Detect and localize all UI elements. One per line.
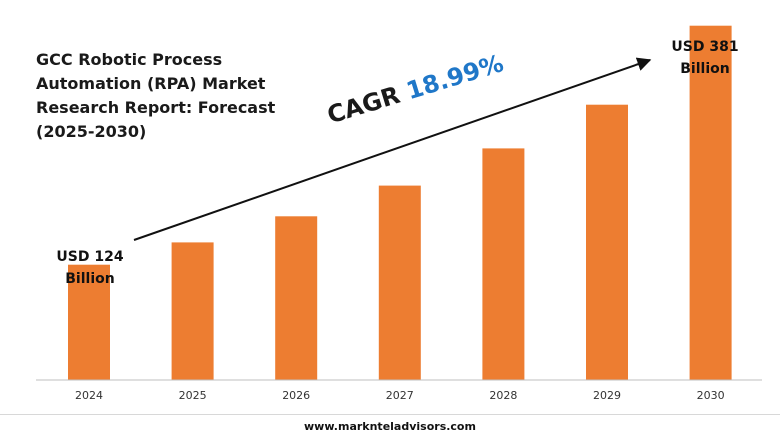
bars-group — [68, 25, 732, 380]
title-line-3: Research Report: Forecast — [36, 98, 276, 117]
title-line-4: (2025-2030) — [36, 122, 147, 141]
chart-title: GCC Robotic Process Automation (RPA) Mar… — [36, 48, 286, 144]
x-tick-label-2026: 2026 — [282, 389, 310, 402]
bar-2027 — [378, 185, 421, 380]
start-value-callout: USD 124 Billion — [44, 246, 136, 290]
footer-website: www.marknteladvisors.com — [304, 420, 476, 433]
end-value-callout: USD 381 Billion — [650, 36, 760, 80]
bar-2024 — [68, 264, 110, 380]
end-value-line2: Billion — [680, 61, 730, 77]
x-tick-label-2025: 2025 — [179, 389, 207, 402]
x-tick-label-2027: 2027 — [386, 389, 414, 402]
title-line-1: GCC Robotic Process — [36, 50, 223, 69]
bar-2025 — [171, 242, 214, 380]
growth-arrow — [133, 57, 652, 241]
bar-2030 — [689, 25, 732, 380]
x-tick-label-2030: 2030 — [697, 389, 725, 402]
start-value-line1: USD 124 — [56, 249, 124, 265]
bar-2029 — [586, 104, 628, 380]
footer-divider — [0, 414, 780, 415]
x-tick-labels: 2024 2025 2026 2027 2028 2029 2030 — [75, 389, 725, 402]
bar-2026 — [275, 216, 318, 380]
title-line-2: Automation (RPA) Market — [36, 74, 266, 93]
end-value-line1: USD 381 — [671, 39, 739, 55]
x-tick-label-2024: 2024 — [75, 389, 103, 402]
x-tick-label-2028: 2028 — [489, 389, 517, 402]
start-value-line2: Billion — [65, 271, 115, 287]
bar-2028 — [482, 148, 525, 380]
x-tick-label-2029: 2029 — [593, 389, 621, 402]
